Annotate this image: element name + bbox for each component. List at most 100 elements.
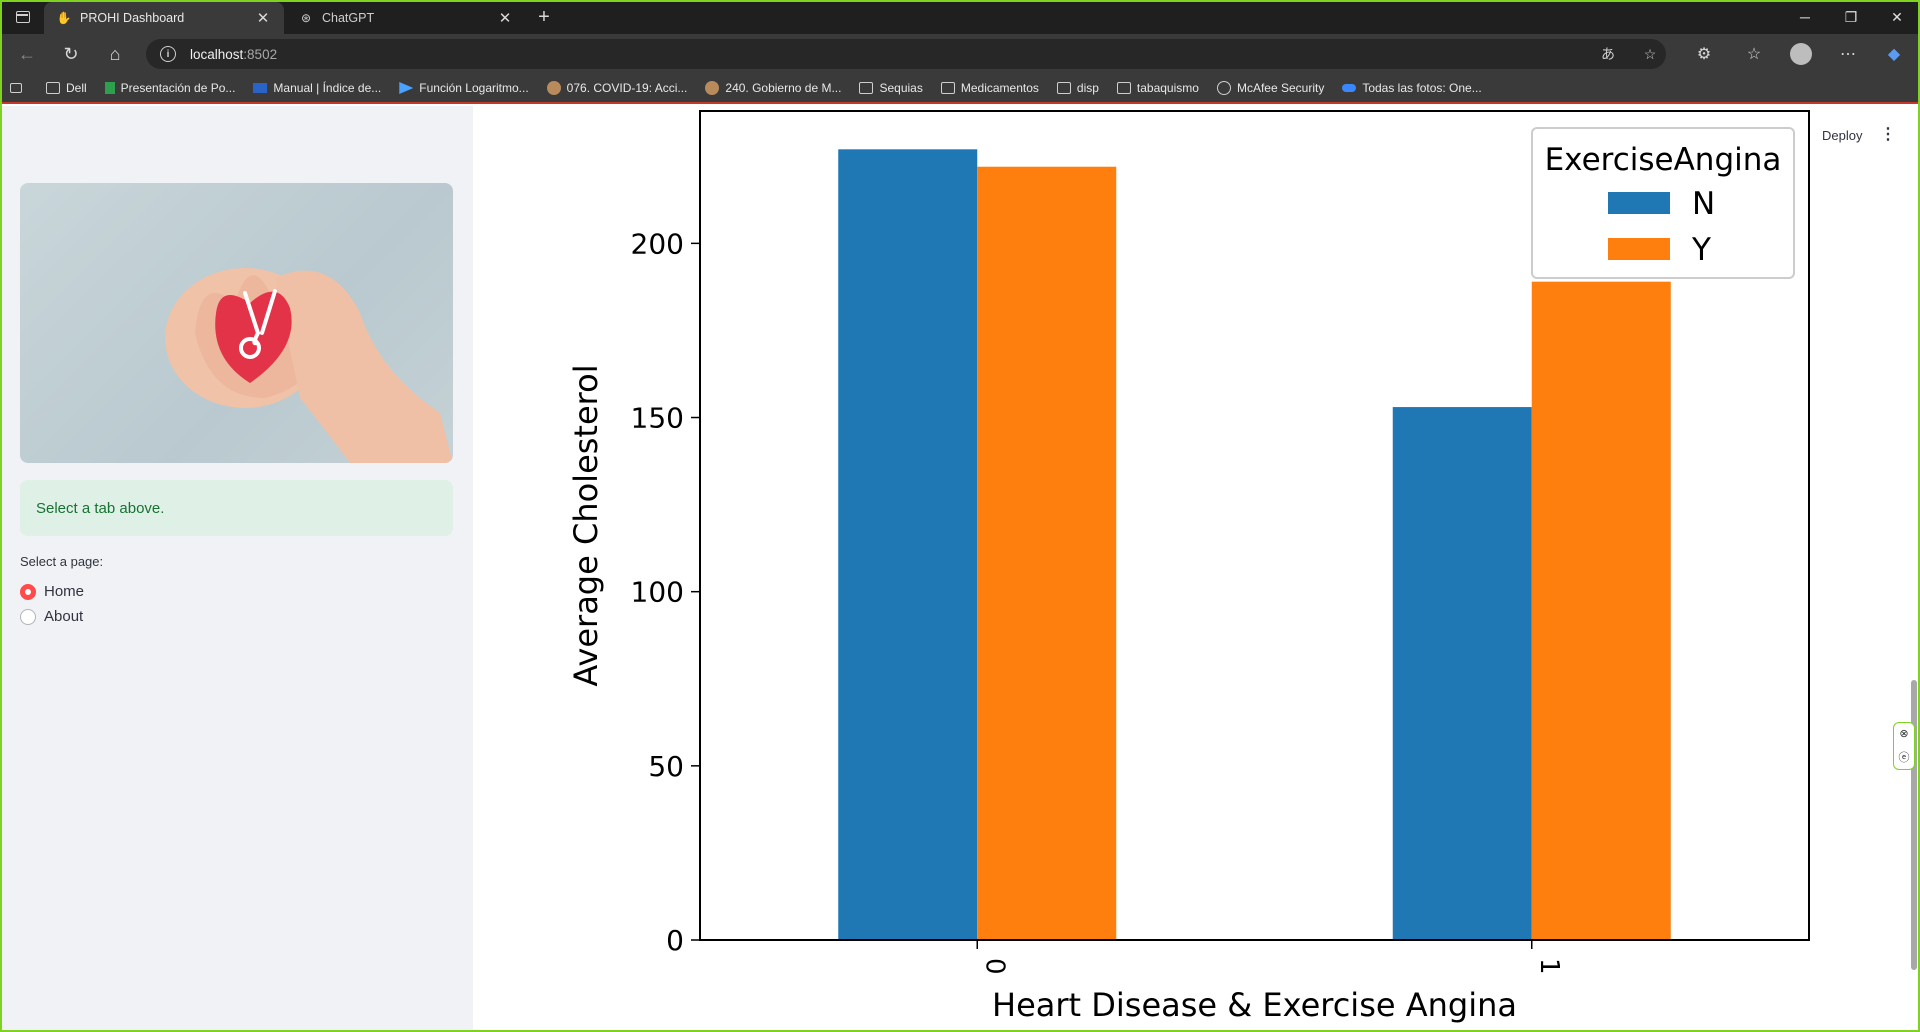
radio-about[interactable]: About bbox=[20, 608, 83, 625]
bookmark-label: Manual | Índice de... bbox=[273, 81, 382, 95]
new-tab-button[interactable]: + bbox=[538, 5, 550, 28]
close-circle-icon[interactable]: ⊗ bbox=[1899, 728, 1909, 741]
info-alert: Select a tab above. bbox=[20, 480, 453, 536]
y-tick-label: 50 bbox=[648, 750, 684, 783]
bookmark-label: disp bbox=[1076, 81, 1099, 95]
bookmark-label: Sequias bbox=[879, 81, 923, 95]
deploy-button[interactable]: Deploy bbox=[1822, 128, 1863, 143]
folder-icon bbox=[46, 82, 60, 94]
favorite-star-icon[interactable]: ☆ bbox=[1643, 45, 1657, 62]
url-port: :8502 bbox=[243, 46, 278, 62]
page-select-label: Select a page: bbox=[20, 554, 104, 569]
close-tab-icon[interactable]: ✕ bbox=[256, 10, 270, 27]
bookmark-label: Medicamentos bbox=[960, 81, 1039, 95]
tab-title: ChatGPT bbox=[322, 11, 375, 25]
legend-title: ExerciseAngina bbox=[1545, 142, 1782, 178]
profile-icon[interactable] bbox=[1787, 41, 1815, 67]
bookmark-item[interactable]: Presentación de Po... bbox=[104, 81, 236, 95]
bookmark-label: Dell bbox=[66, 81, 87, 95]
y-axis-label: Average Cholesterol bbox=[567, 364, 605, 686]
bookmark-label: tabaquismo bbox=[1136, 81, 1199, 95]
x-axis-label: Heart Disease & Exercise Angina bbox=[992, 986, 1517, 1024]
y-tick-label: 100 bbox=[631, 576, 684, 609]
bookmark-item[interactable]: Sequias bbox=[859, 81, 923, 95]
y-tick-label: 150 bbox=[631, 402, 684, 435]
globe-icon bbox=[1216, 81, 1231, 95]
bookmark-bar-icon[interactable] bbox=[10, 83, 28, 93]
cloud-icon bbox=[1342, 84, 1357, 92]
y-tick-label: 0 bbox=[666, 924, 684, 957]
scrollbar-thumb[interactable] bbox=[1911, 680, 1917, 970]
tab-chatgpt[interactable]: ⊛ ChatGPT ✕ bbox=[286, 2, 526, 34]
bar-N-0 bbox=[838, 149, 978, 940]
x-tick-label: 1 bbox=[1534, 958, 1564, 975]
tab-title: PROHI Dashboard bbox=[80, 11, 185, 25]
extensions-icon[interactable]: ⚙ bbox=[1696, 46, 1712, 63]
main-menu-icon[interactable]: ⋮ bbox=[1880, 126, 1896, 143]
chatgpt-icon: ⊛ bbox=[300, 11, 312, 25]
browser-tabbar: ✋ PROHI Dashboard ✕ ⊛ ChatGPT ✕ + ─ ❐ ✕ bbox=[0, 0, 1920, 34]
copilot-icon[interactable]: ◆ bbox=[1887, 46, 1901, 63]
bookmark-label: McAfee Security bbox=[1236, 81, 1325, 95]
favorites-icon[interactable]: ☆ bbox=[1746, 46, 1762, 63]
home-button[interactable]: ⌂ bbox=[109, 43, 121, 64]
bookmark-item[interactable]: 240. Gobierno de M... bbox=[705, 81, 841, 95]
more-menu-icon[interactable]: ⋯ bbox=[1840, 46, 1856, 63]
radio-checked-icon bbox=[20, 583, 36, 600]
close-tab-icon[interactable]: ✕ bbox=[498, 10, 512, 27]
site-icon bbox=[705, 81, 720, 95]
bookmark-item[interactable]: Todas las fotos: One... bbox=[1342, 81, 1482, 95]
radio-label: Home bbox=[44, 583, 85, 600]
read-aloud-icon[interactable]: あ bbox=[1601, 46, 1615, 62]
bookmarks-bar: Dell Presentación de Po... Manual | Índice… bbox=[0, 74, 1920, 104]
minimize-button[interactable]: ─ bbox=[1800, 9, 1810, 25]
browser-toolbar: ← ↻ ⌂ i localhost:8502 あ ☆ ⚙ ☆ ⋯ ◆ bbox=[0, 34, 1920, 74]
address-bar[interactable]: i localhost:8502 あ ☆ bbox=[146, 39, 1666, 69]
bookmark-item[interactable]: Manual | Índice de... bbox=[253, 81, 381, 95]
plot-frame bbox=[699, 110, 1810, 941]
url-host: localhost bbox=[190, 46, 244, 62]
close-window-button[interactable]: ✕ bbox=[1891, 8, 1903, 25]
tab-prohi-dashboard[interactable]: ✋ PROHI Dashboard ✕ bbox=[44, 2, 284, 34]
edge-icon[interactable]: ⓔ bbox=[1898, 751, 1910, 764]
folder-icon bbox=[1056, 82, 1071, 94]
bar-Y-0 bbox=[977, 166, 1117, 941]
radio-unchecked-icon bbox=[20, 608, 36, 625]
bookmark-label: 240. Gobierno de M... bbox=[725, 81, 842, 95]
restore-button[interactable]: ❐ bbox=[1844, 8, 1858, 25]
bookmark-item[interactable]: Función Logaritmo... bbox=[399, 81, 529, 95]
heart-hands-image bbox=[20, 183, 453, 463]
folder-icon bbox=[859, 82, 874, 94]
bookmark-item[interactable]: Dell bbox=[46, 81, 87, 95]
bar-N-1 bbox=[1392, 407, 1532, 941]
radio-home[interactable]: Home bbox=[20, 583, 84, 600]
legend-label-N: N bbox=[1692, 186, 1715, 222]
site-info-icon[interactable]: i bbox=[160, 46, 176, 62]
bookmark-item[interactable]: 076. COVID-19: Acci... bbox=[546, 81, 688, 95]
site-icon bbox=[546, 81, 561, 95]
folder-icon bbox=[940, 82, 955, 94]
legend-label-Y: Y bbox=[1691, 232, 1711, 268]
bookmark-label: Todas las fotos: One... bbox=[1362, 81, 1482, 95]
x-tick-label: 0 bbox=[979, 958, 1009, 975]
sheet-icon bbox=[104, 82, 115, 94]
legend-swatch-N bbox=[1608, 192, 1670, 214]
bookmark-item[interactable]: disp bbox=[1056, 81, 1099, 95]
refresh-button[interactable]: ↻ bbox=[63, 43, 79, 64]
bookmark-label: Presentación de Po... bbox=[120, 81, 236, 95]
tab-actions-icon[interactable] bbox=[10, 6, 36, 28]
back-button[interactable]: ← bbox=[18, 43, 36, 64]
y-tick-label: 200 bbox=[631, 227, 684, 260]
radio-label: About bbox=[44, 608, 84, 625]
bookmark-item[interactable]: Medicamentos bbox=[940, 81, 1039, 95]
side-widget[interactable]: ⊗ ⓔ bbox=[1893, 722, 1915, 770]
bookmark-item[interactable]: tabaquismo bbox=[1116, 81, 1199, 95]
play-icon bbox=[399, 82, 414, 94]
bookmark-label: Función Logaritmo... bbox=[419, 81, 529, 95]
app-sidebar: Select a tab above. Select a page: Home … bbox=[0, 106, 473, 1032]
bar-Y-1 bbox=[1531, 281, 1671, 940]
folder-icon bbox=[1116, 82, 1131, 94]
bookmark-label: 076. COVID-19: Acci... bbox=[566, 81, 688, 95]
hand-icon: ✋ bbox=[56, 11, 72, 25]
bookmark-item[interactable]: McAfee Security bbox=[1216, 81, 1325, 95]
